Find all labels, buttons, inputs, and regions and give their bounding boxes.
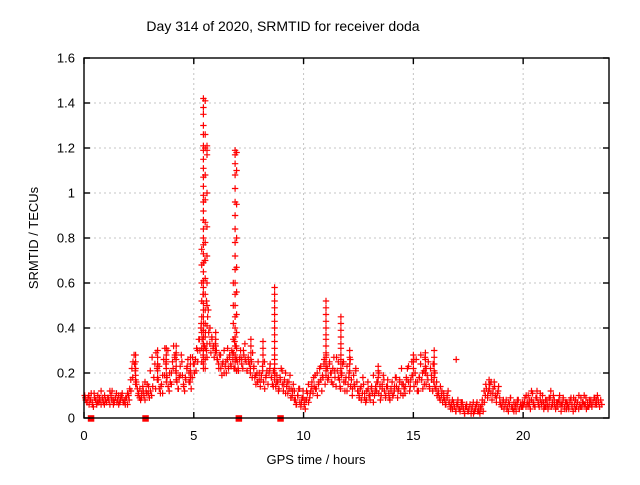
y-tick-label: 0.2 [57,366,75,381]
y-tick-label: 1 [68,186,75,201]
y-tick-label: 0.4 [57,321,75,336]
y-axis-label: SRMTID / TECUs [26,186,41,289]
y-tick-label: 0.6 [57,276,75,291]
x-tick-label: 10 [296,428,310,443]
y-tick-label: 0.8 [57,231,75,246]
chart-title: Day 314 of 2020, SRMTID for receiver dod… [146,18,419,34]
y-tick-label: 1.2 [57,141,75,156]
tick-labels: 0 5 10 15 20 0 0.2 0.4 0.6 0.8 1 1.2 1.4 1.6 [57,51,530,444]
x-tick-label: 20 [516,428,530,443]
y-tick-label: 0 [68,411,75,426]
y-tick-label: 1.6 [57,51,75,66]
x-tick-label: 5 [190,428,197,443]
x-tick-label: 15 [406,428,420,443]
x-tick-label: 0 [80,428,87,443]
plot-border-and-ticks [83,57,610,419]
y-tick-label: 1.4 [57,96,75,111]
x-axis-label: GPS time / hours [267,452,366,467]
